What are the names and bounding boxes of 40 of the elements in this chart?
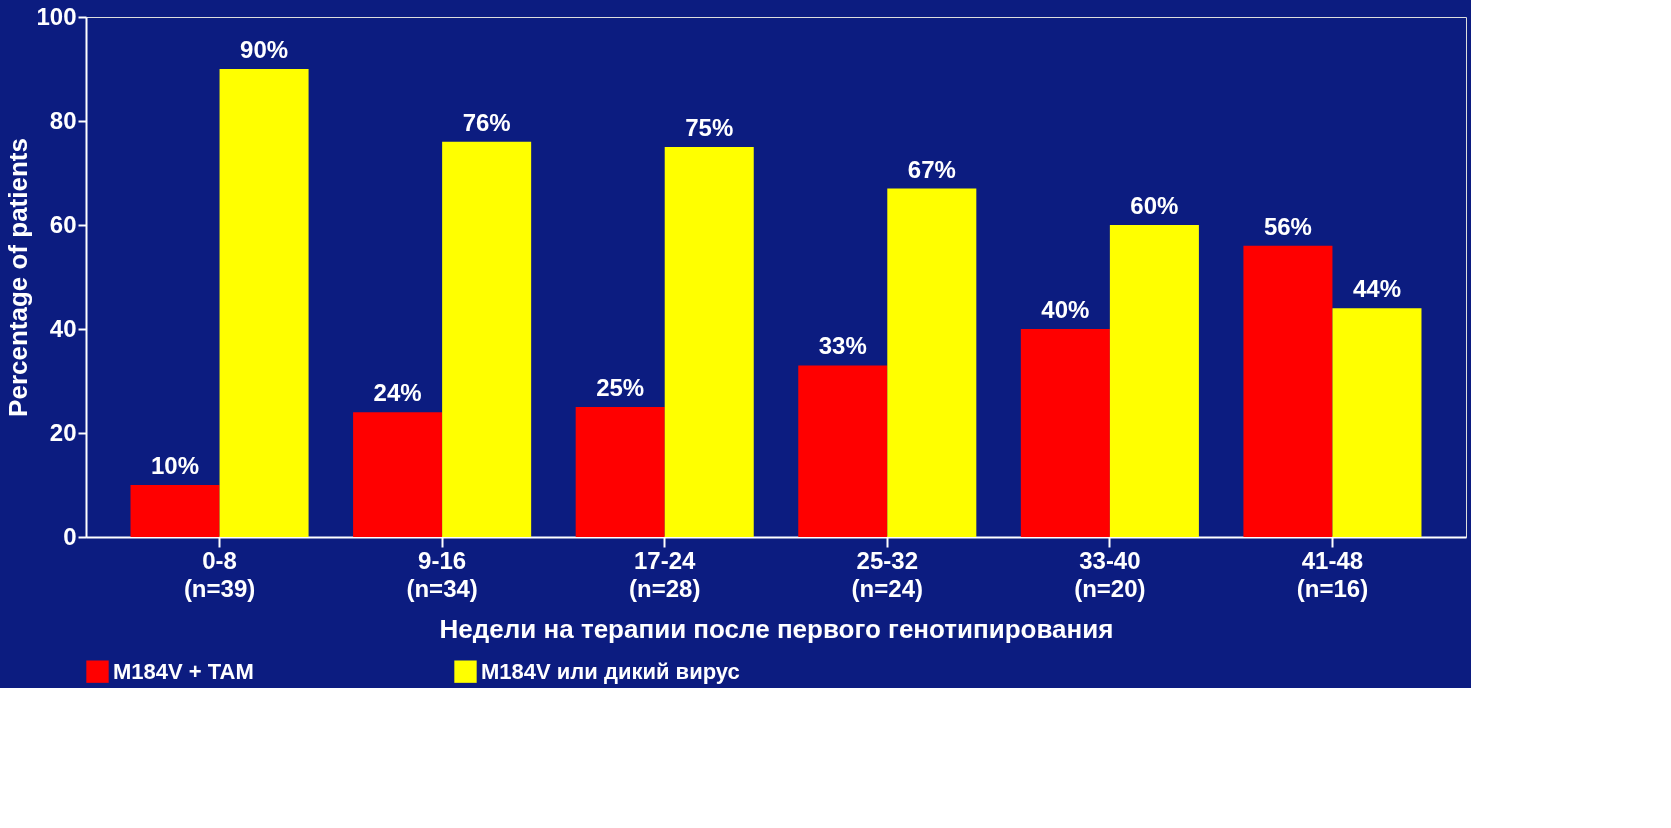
y-tick-label: 0	[63, 522, 77, 550]
x-tick-label: 25-32 (n=24)	[851, 546, 923, 602]
bar	[1243, 245, 1333, 537]
x-axis-title: Недели на терапии после первого генотипирования	[439, 613, 1114, 644]
bar	[219, 69, 309, 537]
legend-label: M184V или дикий вирус	[481, 658, 740, 684]
bar	[798, 365, 888, 537]
data-label: 25%	[596, 374, 645, 401]
bar	[1332, 308, 1422, 537]
legend-label: M184V + TAM	[113, 658, 254, 684]
data-label: 33%	[818, 332, 867, 360]
y-tick-label: 80	[49, 106, 77, 134]
x-tick-label: 41-48 (n=16)	[1296, 546, 1369, 602]
x-tick-label: 0-8 (n=39)	[183, 546, 256, 602]
data-label: 90%	[240, 36, 289, 63]
x-tick-label: 33-40 (n=20)	[1074, 546, 1146, 602]
y-tick-label: 40	[49, 314, 77, 342]
data-label: 76%	[462, 108, 511, 136]
data-label: 40%	[1041, 296, 1090, 323]
data-label: 10%	[151, 452, 200, 479]
data-label: 56%	[1263, 212, 1312, 240]
bar	[353, 412, 443, 537]
y-axis-title: Percentage of patients	[3, 138, 34, 417]
data-label: 60%	[1130, 192, 1179, 219]
bar	[575, 407, 665, 537]
x-tick-label: 9-16 (n=34)	[406, 546, 478, 602]
data-label: 75%	[685, 114, 734, 141]
bar	[130, 485, 220, 537]
bar	[664, 147, 754, 537]
x-tick-label: 17-24 (n=28)	[629, 546, 701, 602]
bar	[1109, 225, 1199, 537]
data-label: 44%	[1352, 275, 1401, 303]
y-tick-label: 20	[49, 418, 77, 446]
data-label: 67%	[907, 155, 956, 183]
y-tick-label: 60	[49, 210, 77, 238]
bar	[1020, 329, 1110, 537]
bar	[887, 188, 977, 537]
data-label: 24%	[373, 379, 422, 407]
bar	[442, 141, 532, 537]
y-tick-label: 100	[36, 2, 77, 30]
